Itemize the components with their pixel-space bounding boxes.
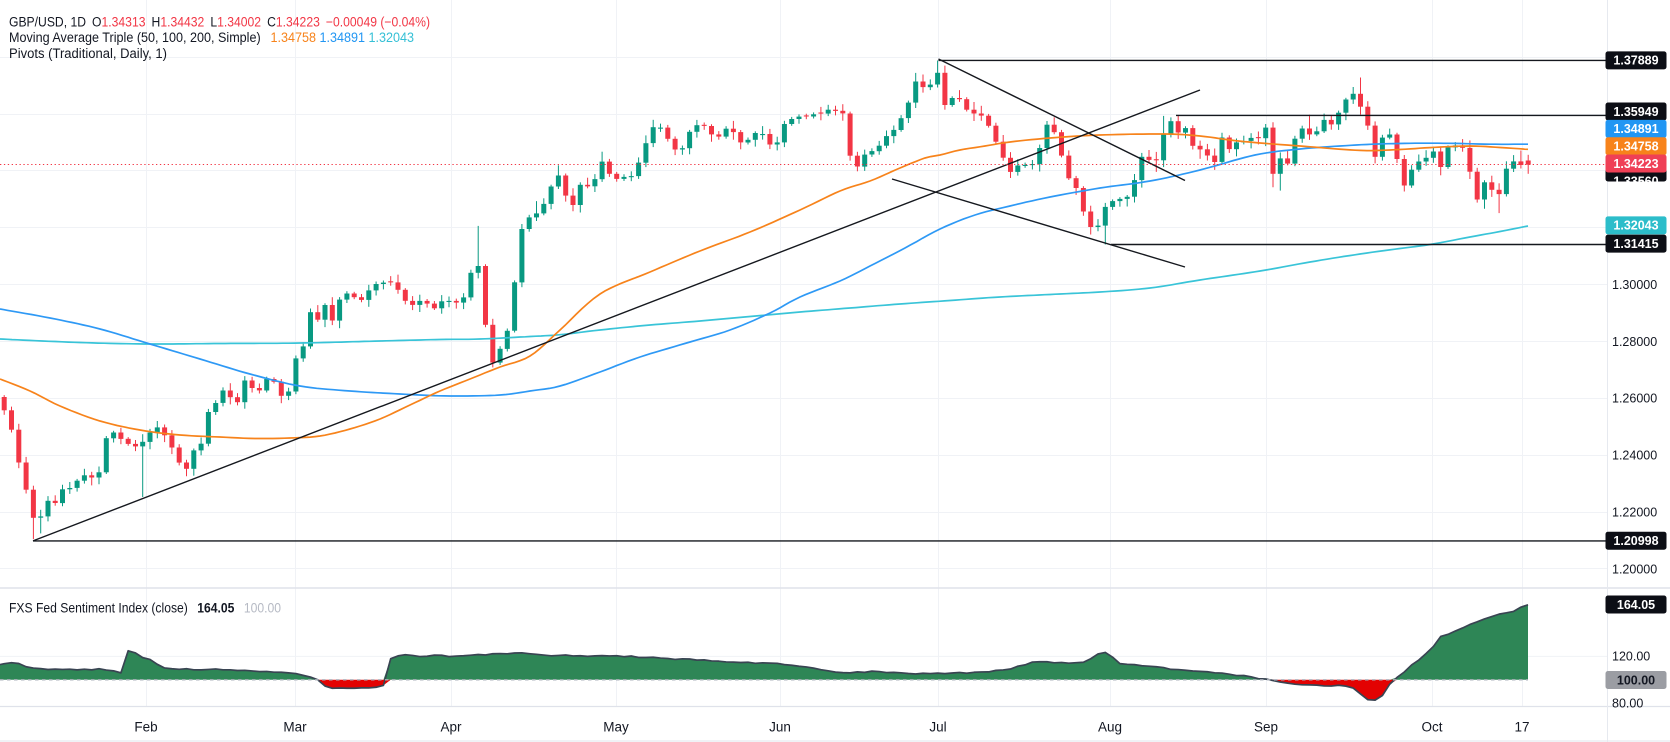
svg-text:1.32043: 1.32043 [1613, 219, 1658, 233]
svg-text:FXS Fed Sentiment Index (close: FXS Fed Sentiment Index (close) 164.05 1… [9, 600, 281, 615]
svg-text:1.26000: 1.26000 [1612, 392, 1657, 406]
svg-text:120.00: 120.00 [1612, 650, 1650, 664]
svg-text:May: May [603, 720, 629, 735]
svg-text:Jun: Jun [769, 720, 791, 735]
svg-text:Feb: Feb [134, 720, 157, 735]
svg-text:1.34891: 1.34891 [1613, 122, 1658, 136]
svg-text:1.30000: 1.30000 [1612, 278, 1657, 292]
svg-text:164.05: 164.05 [1617, 598, 1655, 612]
svg-text:Oct: Oct [1421, 720, 1442, 735]
svg-text:1.24000: 1.24000 [1612, 449, 1657, 463]
svg-text:1.20000: 1.20000 [1612, 562, 1657, 576]
svg-text:1.31415: 1.31415 [1613, 237, 1658, 251]
svg-text:80.00: 80.00 [1612, 697, 1643, 711]
svg-text:100.00: 100.00 [1617, 673, 1655, 687]
svg-text:1.28000: 1.28000 [1612, 335, 1657, 349]
svg-text:17: 17 [1514, 720, 1529, 735]
svg-text:Mar: Mar [283, 720, 307, 735]
svg-text:1.37889: 1.37889 [1613, 54, 1658, 68]
svg-text:1.33560: 1.33560 [1613, 175, 1658, 189]
svg-text:Pivots (Traditional, Daily, 1): Pivots (Traditional, Daily, 1) [9, 46, 167, 61]
svg-text:GBP/USD, 1D O1.34313 H1.34432: GBP/USD, 1D O1.34313 H1.34432 L1.34002 C… [9, 14, 430, 29]
svg-text:Jul: Jul [929, 720, 946, 735]
svg-text:1.34223: 1.34223 [1613, 157, 1658, 171]
svg-text:Sep: Sep [1254, 720, 1278, 735]
svg-text:1.22000: 1.22000 [1612, 505, 1657, 519]
svg-text:1.34758: 1.34758 [1613, 140, 1658, 154]
svg-text:1.20998: 1.20998 [1613, 534, 1658, 548]
svg-text:Apr: Apr [440, 720, 462, 735]
svg-text:Aug: Aug [1098, 720, 1122, 735]
svg-text:Moving Average Triple (50, 100: Moving Average Triple (50, 100, 200, Sim… [9, 30, 414, 45]
svg-text:1.35949: 1.35949 [1613, 105, 1658, 119]
